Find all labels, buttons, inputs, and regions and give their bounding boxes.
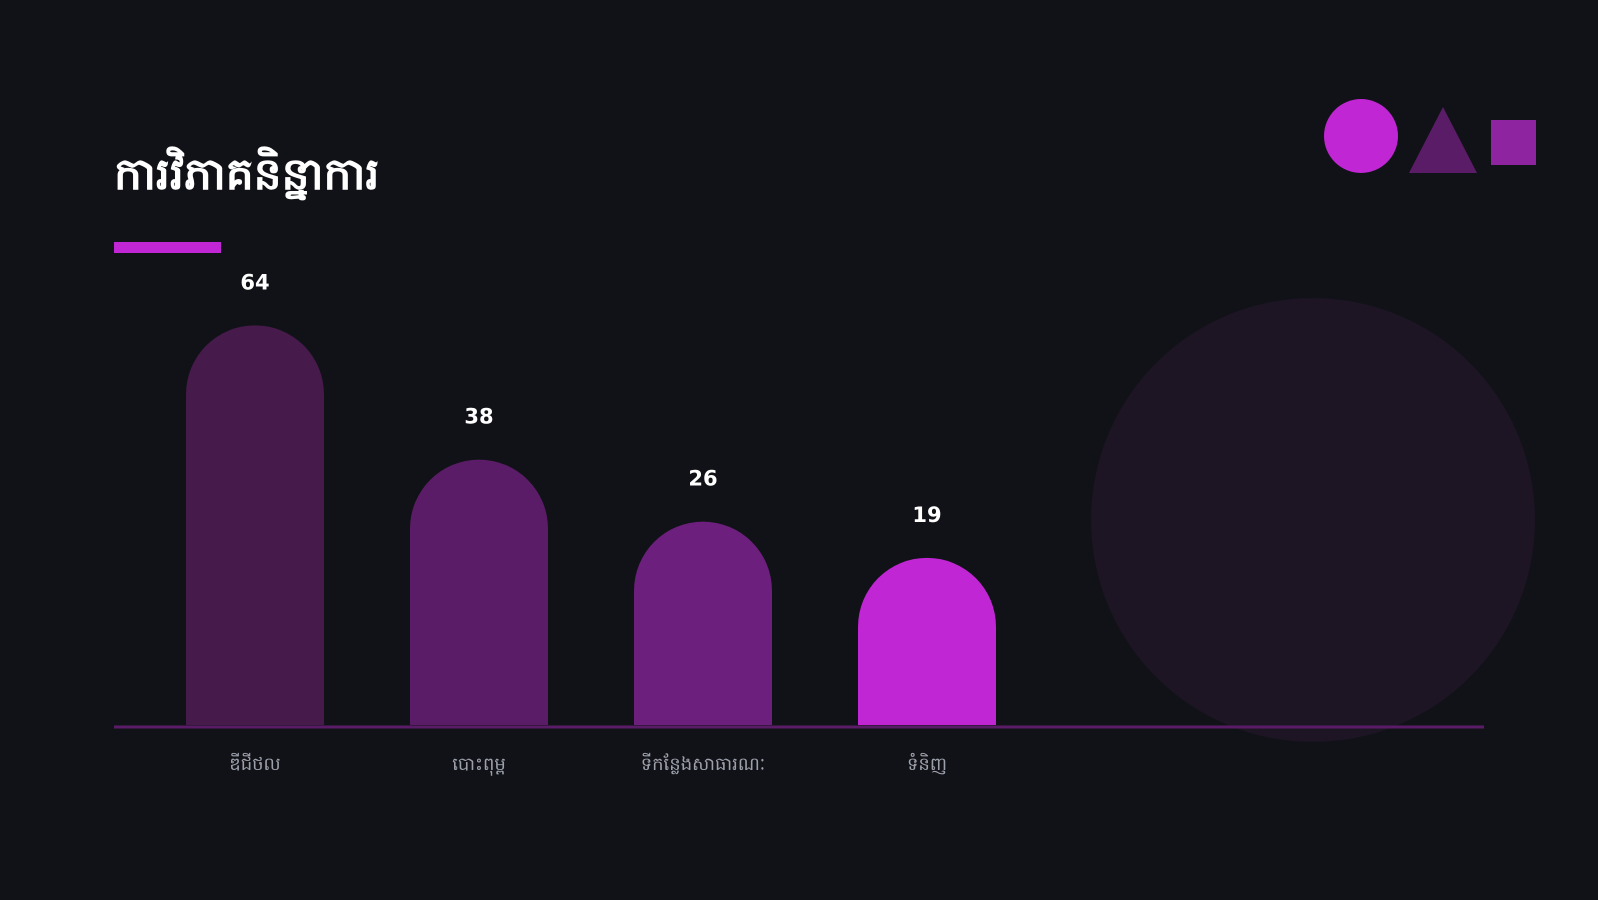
x-tick-label: ទីកន្លែងសាធារណៈ	[641, 752, 766, 775]
title-accent	[114, 242, 221, 253]
decor-triangle	[1409, 107, 1477, 173]
decor-circle-large	[1091, 298, 1535, 742]
decor-square	[1491, 120, 1536, 165]
x-tick-label: ឌីជីថល	[229, 752, 280, 775]
bar	[410, 459, 548, 725]
value-label: 26	[688, 467, 717, 491]
value-label: 19	[912, 503, 941, 527]
chart-title: ការវិភាគនិន្នាការ	[114, 146, 379, 201]
decor-circle	[1324, 99, 1398, 173]
bar	[186, 325, 324, 725]
x-tick-label: ទំនិញ	[907, 752, 947, 775]
value-label: 38	[464, 405, 493, 429]
bar	[858, 557, 996, 725]
value-label: 64	[240, 270, 269, 294]
x-tick-label: បោះពុម្ព	[452, 754, 506, 776]
bar	[634, 521, 772, 725]
